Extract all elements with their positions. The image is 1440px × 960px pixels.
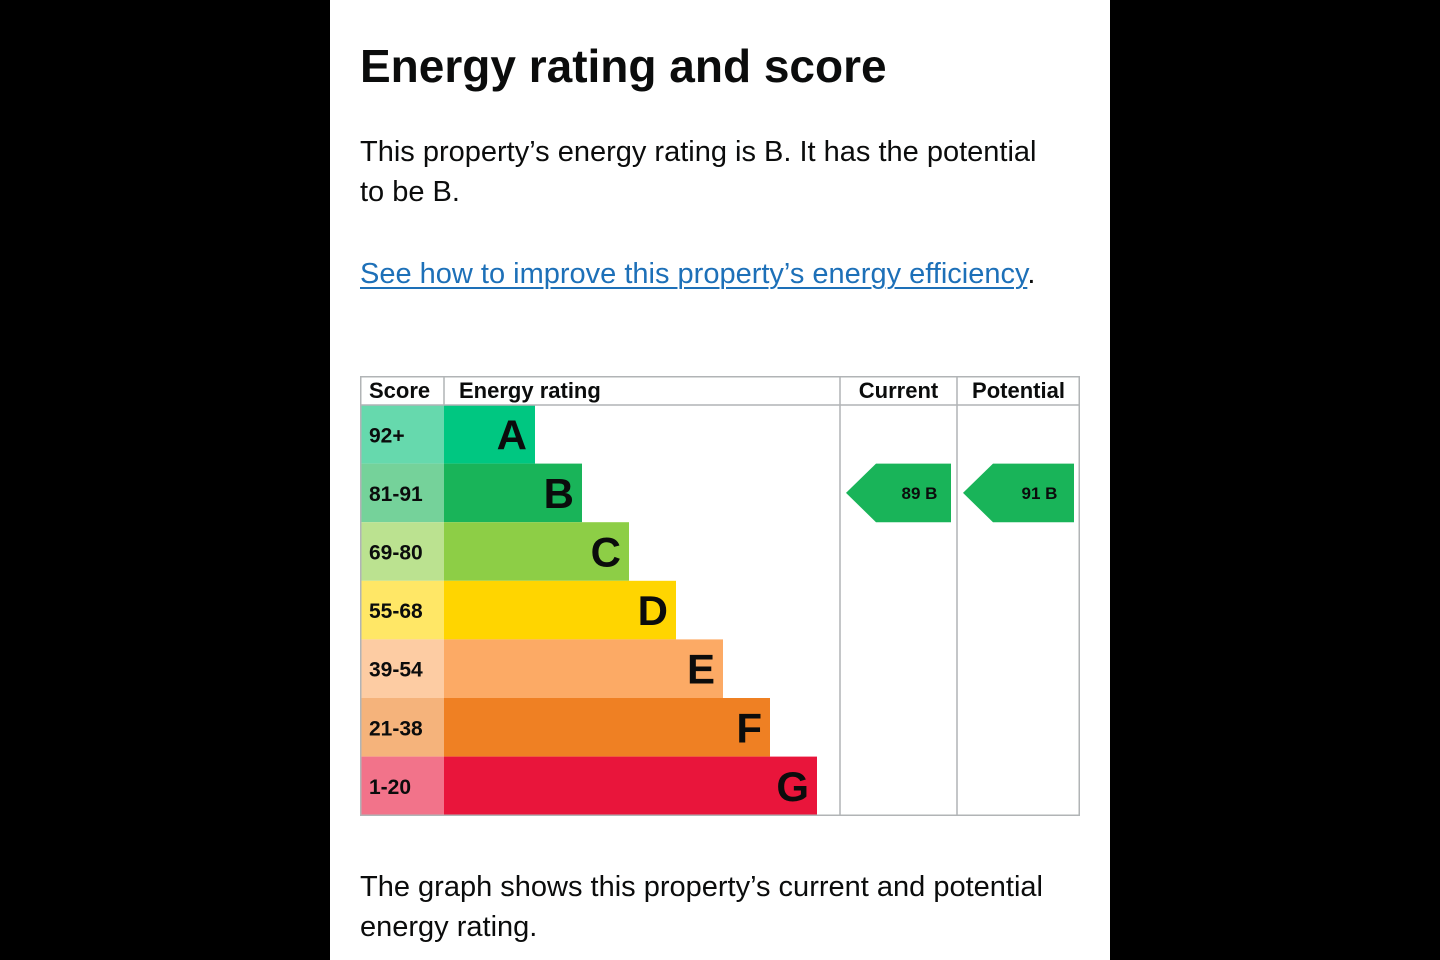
page: Energy rating and score This property’s … bbox=[330, 0, 1110, 960]
header-energy-rating: Energy rating bbox=[459, 378, 601, 403]
energy-rating-chart: 92+ A 81-91 B 69-80 C 55-68 D 39-54 E 21-38 F 1-20 G S… bbox=[360, 376, 1080, 816]
score-range-c: 69-80 bbox=[369, 542, 423, 565]
band-bar-f bbox=[444, 698, 770, 757]
potential-rating-arrow bbox=[963, 463, 1074, 523]
band-letter-e: E bbox=[687, 646, 715, 693]
improve-paragraph: See how to improve this property’s energ… bbox=[360, 254, 1060, 295]
band-letter-d: D bbox=[638, 587, 668, 634]
header-current: Current bbox=[859, 378, 939, 403]
header-potential: Potential bbox=[972, 378, 1065, 403]
band-bar-g bbox=[444, 756, 817, 816]
current-rating-label: 89 B bbox=[902, 484, 938, 503]
band-letter-f: F bbox=[736, 704, 762, 751]
potential-rating-label: 91 B bbox=[1022, 484, 1058, 503]
band-bar-e bbox=[444, 639, 723, 698]
improve-efficiency-link[interactable]: See how to improve this property’s energ… bbox=[360, 258, 1028, 290]
band-letter-a: A bbox=[497, 411, 527, 458]
score-cell-a bbox=[360, 405, 444, 464]
chart-border bbox=[360, 376, 1080, 816]
score-range-f: 21-38 bbox=[369, 717, 423, 740]
band-letter-c: C bbox=[591, 529, 621, 576]
score-cell-d bbox=[360, 580, 444, 640]
score-range-g: 1-20 bbox=[369, 776, 411, 799]
band-bar-c bbox=[444, 522, 629, 581]
score-range-a: 92+ bbox=[369, 424, 405, 447]
score-range-e: 39-54 bbox=[369, 659, 423, 682]
band-bar-a bbox=[444, 405, 535, 464]
band-letter-g: G bbox=[776, 763, 809, 810]
score-cell-c bbox=[360, 522, 444, 581]
intro-text: This property’s energy rating is B. It h… bbox=[360, 136, 1037, 208]
score-cell-e bbox=[360, 639, 444, 698]
band-letter-b: B bbox=[544, 470, 574, 517]
current-rating-arrow bbox=[846, 463, 951, 523]
score-cell-f bbox=[360, 698, 444, 757]
header-score: Score bbox=[369, 378, 430, 403]
energy-rating-graph: 92+ A 81-91 B 69-80 C 55-68 D 39-54 E 21-38 F 1-20 G S… bbox=[360, 376, 1080, 816]
score-range-d: 55-68 bbox=[369, 600, 423, 623]
band-bar-b bbox=[444, 463, 582, 523]
score-cell-b bbox=[360, 463, 444, 523]
graph-description: The graph shows this property’s current … bbox=[360, 871, 1043, 943]
link-trailing-punctuation: . bbox=[1027, 258, 1036, 290]
score-cell-g bbox=[360, 756, 444, 816]
score-range-b: 81-91 bbox=[369, 483, 423, 506]
page-title: Energy rating and score bbox=[360, 40, 887, 92]
band-bar-d bbox=[444, 580, 676, 640]
